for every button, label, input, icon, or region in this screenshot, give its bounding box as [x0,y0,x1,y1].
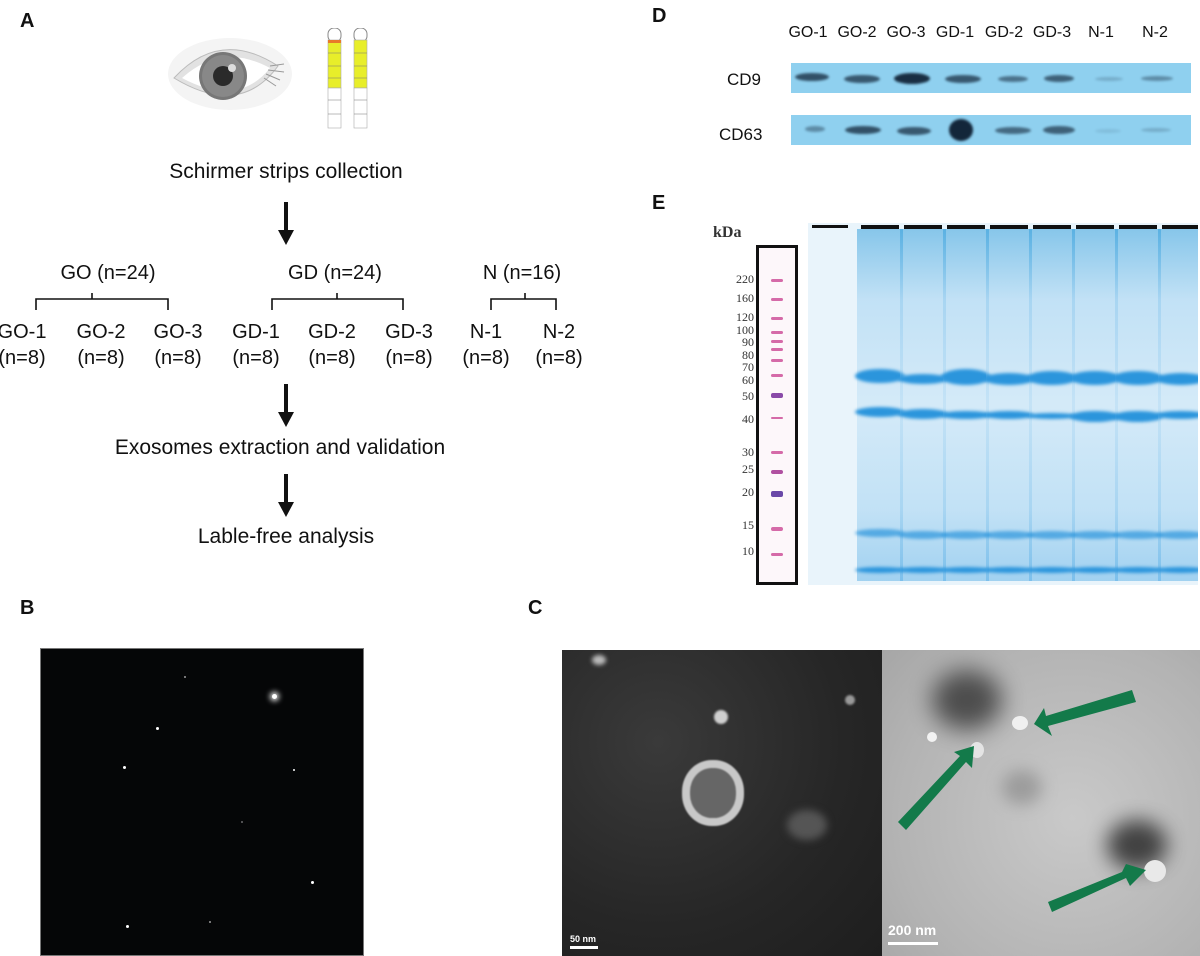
scale-bar-label-50nm: 50 nm [570,934,597,944]
western-blot-cd9 [791,63,1191,93]
ladder-label: 15 [742,518,754,532]
ladder-label: 60 [742,373,754,387]
subgroup-gd-2: GD-2 (n=8) [308,321,356,369]
step-exosome-extraction: Exosomes extraction and validation [114,436,446,459]
arrow-down-icon [278,384,294,427]
lane-label-go-2: GO-2 [837,24,877,41]
ladder-label: 120 [736,310,754,324]
ladder-label: 70 [742,360,754,374]
lane-label-gd-2: GD-2 [984,24,1024,41]
lane-label-gd-1: GD-1 [935,24,975,41]
ladder-label: 30 [742,445,754,459]
ladder-label: 50 [742,389,754,403]
western-blot-cd63 [791,115,1191,145]
schirmer-strips-illustration [327,28,368,129]
subgroup-n-2: N-2 (n=8) [535,321,583,369]
ladder-label: 90 [742,335,754,349]
ladder-label: 160 [736,291,754,305]
tem-image-50nm: 50 nm [562,650,882,956]
marker-label-cd9: CD9 [727,70,762,89]
ladder-label: 220 [736,272,754,286]
sds-page-gel [808,223,1198,585]
ladder-label: 25 [742,462,754,476]
group-gd-title: GD (n=24) [288,262,382,284]
tem-image-200nm: 200 nm [882,650,1200,956]
protein-ladder [756,245,798,585]
lane-label-go-3: GO-3 [886,24,926,41]
green-arrows [898,690,1146,912]
subgroup-go-3: GO-3 (n=8) [153,321,203,369]
panel-d-label: D [652,5,667,27]
scale-bar-50nm [570,946,598,949]
lane-label-gd-3: GD-3 [1032,24,1072,41]
lane-label-n-1: N-1 [1088,24,1114,41]
step-label-free-analysis: Lable-free analysis [197,525,375,548]
ladder-label: 100 [736,323,754,337]
ladder-label: 80 [742,348,754,362]
subgroup-gd-3: GD-3 (n=8) [385,321,433,369]
exosome-vesicle [682,760,744,826]
subgroup-gd-1: GD-1 (n=8) [232,321,280,369]
panel-a-label: A [20,10,35,32]
group-brackets [35,293,557,310]
group-n-title: N (n=16) [482,262,562,284]
arrow-down-icon [278,474,294,517]
ladder-label: 20 [742,485,754,499]
group-go-title: GO (n=24) [60,262,156,284]
panel-b-label: B [20,597,35,619]
subgroup-n-1: N-1 (n=8) [462,321,510,369]
step-schirmer-collection: Schirmer strips collection [169,160,403,183]
arrow-down-icon [278,202,294,245]
kda-axis-title: kDa [713,224,742,241]
scale-bar-label-200nm: 200 nm [888,922,937,938]
subgroup-go-2: GO-2 (n=8) [76,321,126,369]
lane-label-go-1: GO-1 [788,24,828,41]
lane-label-n-2: N-2 [1142,24,1168,41]
panel-c-label: C [528,597,543,619]
nanoparticle-tracking-image [40,648,364,956]
panel-e-label: E [652,192,666,214]
marker-label-cd63: CD63 [719,125,763,144]
subgroup-go-1: GO-1 (n=8) [0,321,47,369]
ladder-label: 10 [742,544,754,558]
eye-illustration [168,38,292,110]
scale-bar-200nm [888,942,938,945]
ladder-label: 40 [742,412,754,426]
